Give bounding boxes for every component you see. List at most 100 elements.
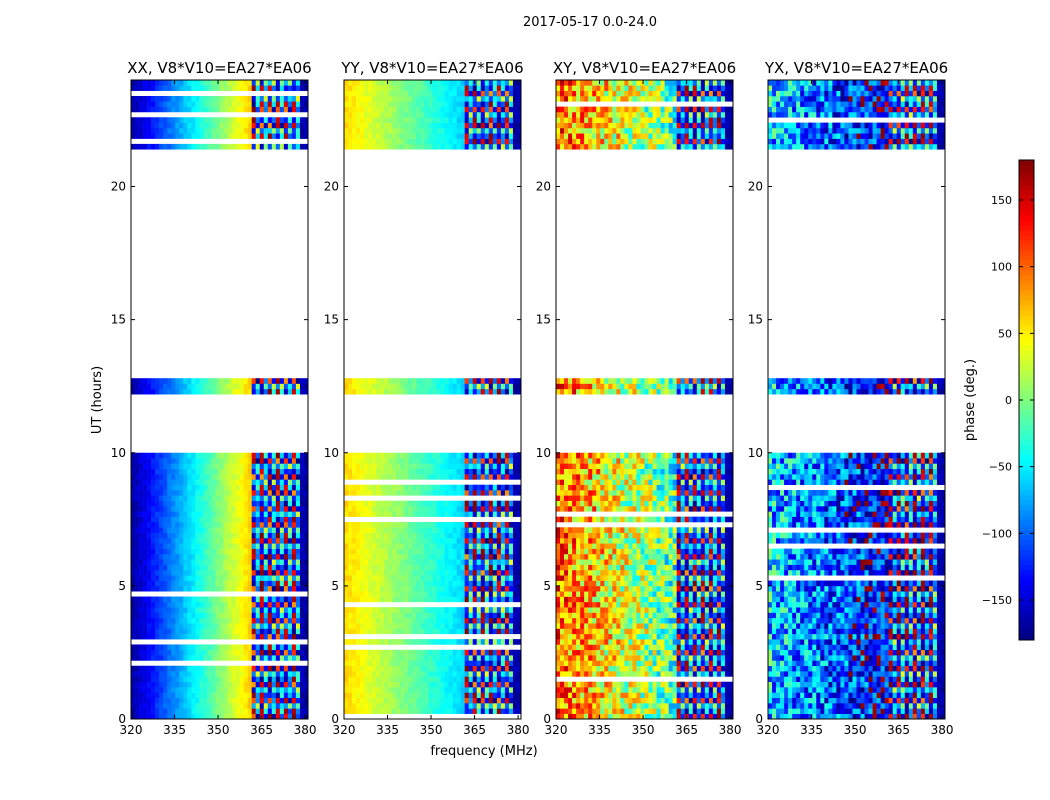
heatmap-cell [460, 559, 465, 565]
heatmap-cell [464, 521, 469, 528]
heatmap-cell [476, 564, 482, 571]
heatmap-cell [251, 596, 256, 603]
heatmap-cell [247, 575, 252, 581]
heatmap-cell [484, 591, 490, 597]
heatmap-cell [380, 138, 385, 145]
heatmap-cell [364, 559, 369, 565]
heatmap-cell [468, 537, 474, 544]
heatmap-cell [428, 575, 433, 581]
heatmap-cell [512, 639, 518, 645]
heatmap-cell [448, 585, 453, 592]
heatmap-cell [404, 468, 409, 475]
heatmap-cell [500, 575, 506, 581]
heatmap-cell [227, 500, 232, 507]
heatmap-cell [360, 553, 365, 560]
heatmap-cell [472, 138, 478, 145]
heatmap-cell [283, 495, 289, 501]
heatmap-cell [364, 660, 369, 667]
heatmap-cell [348, 548, 353, 555]
heatmap-cell [263, 117, 269, 123]
heatmap-cell [424, 623, 429, 629]
heatmap-cell [211, 596, 216, 603]
heatmap-cell [364, 697, 369, 704]
heatmap-cell [480, 484, 486, 491]
heatmap-cell [508, 697, 514, 704]
heatmap-cell [460, 133, 465, 139]
heatmap-cell [480, 639, 486, 645]
heatmap-cell [151, 511, 156, 517]
heatmap-cell [384, 575, 389, 581]
heatmap-cell [512, 543, 518, 549]
heatmap-cell [159, 649, 164, 656]
heatmap-cell [416, 378, 421, 384]
heatmap-cell [199, 708, 204, 714]
heatmap-cell [444, 500, 449, 507]
heatmap-cell [496, 655, 502, 661]
heatmap-cell [239, 649, 244, 656]
heatmap-cell [151, 495, 156, 501]
heatmap-cell [231, 474, 236, 480]
heatmap-cell [356, 591, 361, 597]
heatmap-cell [456, 649, 461, 656]
heatmap-cell [303, 122, 309, 129]
heatmap-cell [356, 388, 361, 395]
heatmap-cell [263, 671, 269, 677]
heatmap-cell [468, 628, 474, 635]
heatmap-cell [464, 639, 469, 645]
heatmap-cell [191, 708, 196, 714]
heatmap-cell [303, 671, 309, 677]
heatmap-cell [167, 671, 172, 677]
heatmap-cell [295, 617, 301, 624]
heatmap-cell [243, 697, 248, 704]
heatmap-cell [464, 133, 469, 139]
heatmap-cell [500, 649, 506, 656]
heatmap-cell [287, 601, 293, 608]
heatmap-cell [476, 511, 482, 517]
heatmap-cell [243, 569, 248, 576]
heatmap-cell [183, 85, 188, 91]
heatmap-cell [251, 516, 256, 523]
heatmap-cell [235, 612, 240, 619]
heatmap-cell [360, 708, 365, 714]
heatmap-cell [344, 660, 349, 667]
heatmap-cell [259, 617, 265, 624]
heatmap-cell [195, 378, 200, 384]
heatmap-cell [432, 500, 437, 507]
heatmap-cell [464, 138, 469, 145]
heatmap-cell [243, 122, 248, 129]
heatmap-cell [135, 548, 140, 555]
heatmap-cell [464, 143, 469, 150]
heatmap-cell [412, 665, 417, 672]
heatmap-cell [364, 143, 369, 150]
heatmap-cell [388, 122, 393, 129]
heatmap-cell [291, 548, 297, 555]
heatmap-cell [239, 383, 244, 390]
heatmap-cell [303, 553, 309, 560]
heatmap-cell [404, 639, 409, 645]
heatmap-cell [171, 106, 176, 113]
heatmap-cell [191, 543, 196, 549]
heatmap-cell [388, 564, 393, 571]
heatmap-cell [516, 548, 522, 555]
heatmap-cell [247, 474, 252, 480]
heatmap-cell [255, 452, 261, 459]
heatmap-cell [508, 133, 514, 139]
heatmap-cell [195, 612, 200, 619]
heatmap-cell [215, 681, 220, 688]
heatmap-cell [408, 388, 413, 395]
heatmap-cell [279, 532, 285, 539]
heatmap-cell [344, 617, 349, 624]
heatmap-cell [392, 543, 397, 549]
heatmap-cell [396, 665, 401, 672]
heatmap-cell [508, 585, 514, 592]
heatmap-cell [259, 708, 265, 714]
heatmap-cell [356, 559, 361, 565]
heatmap-cell [255, 692, 261, 699]
heatmap-cell [143, 559, 148, 565]
heatmap-cell [179, 521, 184, 528]
heatmap-cell [348, 580, 353, 587]
heatmap-cell [227, 628, 232, 635]
heatmap-cell [267, 703, 273, 709]
heatmap-cell [147, 117, 152, 123]
heatmap-cell [440, 122, 445, 129]
